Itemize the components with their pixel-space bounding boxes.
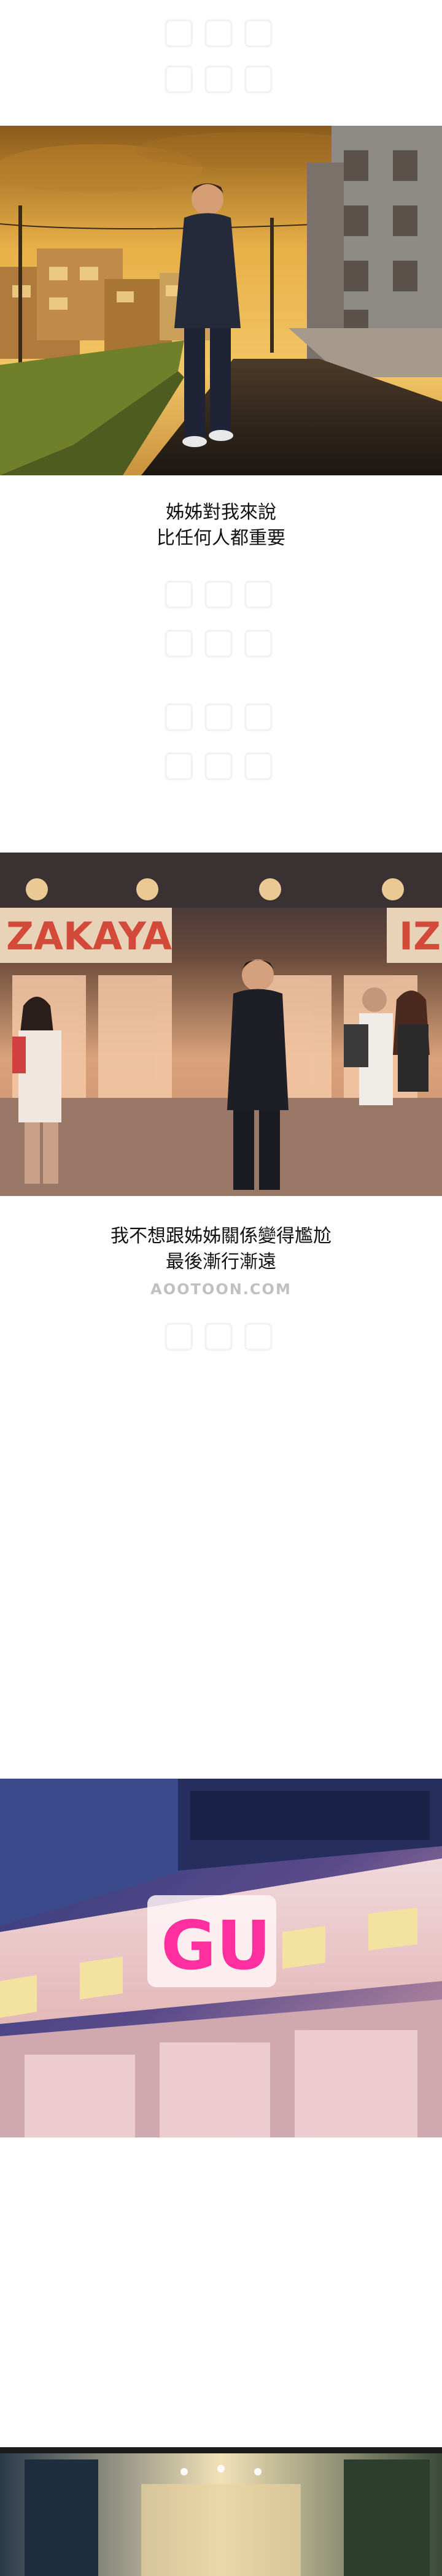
faint-watermark-top-2: ▢▢▢ bbox=[161, 55, 281, 98]
panel-izakaya-night: ZAKAYA IZ bbox=[0, 853, 442, 1196]
panel-gu-store: GU bbox=[0, 1779, 442, 2137]
faint-watermark-mid-2: ▢▢▢ bbox=[161, 619, 281, 662]
faint-watermark-top: ▢▢▢ bbox=[161, 9, 281, 52]
faint-watermark-mid-4: ▢▢▢ bbox=[161, 742, 281, 785]
street-sunset-illustration bbox=[0, 126, 442, 475]
caption-second: 我不想跟姊姊關係變得尷尬 最後漸行漸遠 bbox=[0, 1224, 442, 1275]
caption-second-line-1: 我不想跟姊姊關係變得尷尬 bbox=[110, 1225, 332, 1247]
site-watermark: AOOTOON.COM bbox=[150, 1281, 292, 1298]
panel-store-interior bbox=[0, 2447, 442, 2576]
couple-right-figure bbox=[344, 987, 430, 1105]
izakaya-street-illustration: ZAKAYA IZ bbox=[0, 853, 442, 1196]
woman-left-figure bbox=[12, 997, 61, 1184]
caption-first: 姊姊對我來說 比任何人都重要 bbox=[0, 500, 442, 551]
man-center-figure bbox=[227, 959, 289, 1190]
caption-first-line-2: 比任何人都重要 bbox=[157, 527, 285, 549]
man-walking-figure bbox=[174, 183, 241, 447]
gu-store-illustration: GU bbox=[0, 1779, 442, 2137]
caption-first-line-1: 姊姊對我來說 bbox=[166, 502, 276, 523]
caption-second-line-2: 最後漸行漸遠 bbox=[166, 1251, 276, 1273]
faint-watermark-mid-1: ▢▢▢ bbox=[161, 570, 281, 613]
izakaya-sign-left: ZAKAYA bbox=[6, 914, 172, 959]
panel-street-sunset bbox=[0, 126, 442, 475]
izakaya-sign-right: IZ bbox=[399, 914, 441, 959]
gu-logo: GU bbox=[161, 1906, 271, 1985]
store-interior-illustration bbox=[0, 2447, 442, 2576]
faint-watermark-mid-3: ▢▢▢ bbox=[161, 693, 281, 736]
faint-watermark-lower: ▢▢▢ bbox=[161, 1313, 281, 1355]
